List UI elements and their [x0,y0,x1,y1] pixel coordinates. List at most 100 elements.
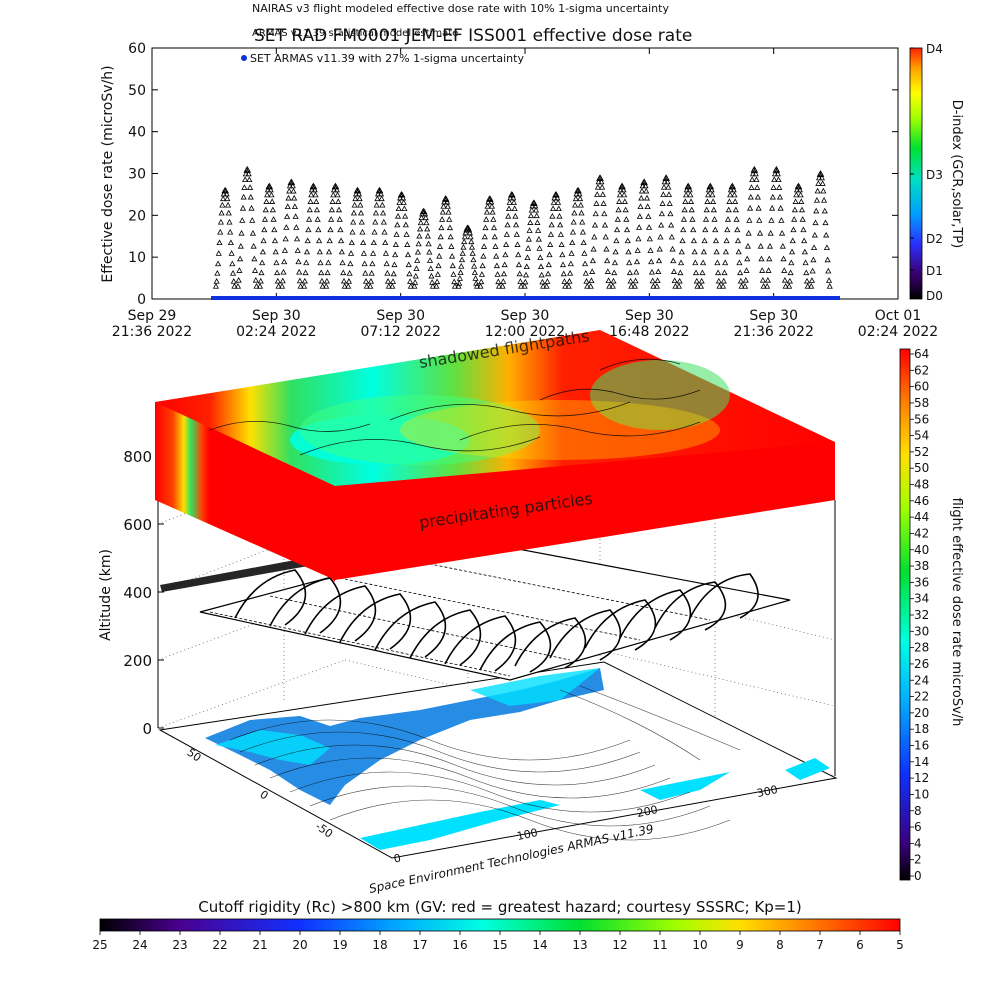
dose-marker [584,283,591,289]
dose-marker [501,261,508,268]
dose-marker [626,259,633,266]
dose-marker [317,259,324,266]
x-tick-label-date: Sep 29 [128,308,177,324]
dose-marker [338,248,345,255]
dose-marker [526,227,533,233]
dose-marker [449,252,456,259]
dose-marker [219,201,226,208]
dose-marker [252,267,259,273]
dose-marker [755,204,762,211]
dose-marker [744,255,751,262]
dose-marker [451,283,459,289]
dose-marker [727,191,734,198]
dose-marker [345,283,352,289]
dose-marker [362,270,369,276]
dose-marker [710,206,717,213]
dose-marker [667,210,674,217]
dose-marker [323,283,330,289]
rc-tick-label: 16 [452,938,467,952]
dose-marker [378,195,385,202]
dose-marker [412,272,419,279]
dose-marker [492,243,499,249]
dose-marker [532,206,540,213]
dose-marker [702,216,710,222]
dose-marker [253,283,260,289]
dose-marker [765,267,772,273]
dose-marker [405,261,412,268]
dose-marker [339,259,346,266]
dose-marker [491,233,498,240]
dose-marker [712,237,720,244]
dose-marker [680,216,688,222]
dose-marker [396,199,403,205]
dose-marker [515,251,522,258]
dose-marker [647,247,654,253]
legend-armas-model: ARMAS v11.39 statistical model estimate [252,28,458,39]
dose-marker [654,277,661,284]
dose-marker [394,212,402,219]
dose-marker [371,228,378,235]
dose-marker [811,244,818,251]
dose-tick-label: 54 [914,429,929,443]
dose-marker [462,229,469,236]
dose-tick-label: 22 [914,690,929,704]
dose-marker [657,233,664,240]
dose-marker [372,209,380,216]
rc-tick-label: 14 [532,938,547,952]
dose-marker [439,216,446,222]
dose-marker [449,262,456,269]
dose-marker [779,242,786,249]
dose-marker [626,269,633,276]
dose-marker [214,260,222,267]
dose-marker [282,235,289,242]
dose-marker [296,268,303,275]
dose-marker [212,283,220,289]
dose-marker [337,226,344,233]
dose-marker [516,270,523,277]
dose-tick-label: 12 [914,771,929,785]
dose-marker [632,277,639,284]
dose-marker [808,277,816,283]
dose-marker [436,243,444,249]
dose-marker [715,277,722,284]
dose-marker [668,221,675,228]
dose-marker [579,218,586,225]
dose-marker [814,187,821,194]
dose-marker [593,200,600,206]
dose-marker [350,218,357,225]
dose-marker [413,265,420,272]
dose-marker [330,191,337,198]
dose-marker [315,226,322,233]
dose-marker [787,269,794,276]
dose-marker [479,262,486,269]
y-tick-label: 0 [137,292,146,308]
dose-marker [562,283,569,289]
dose-marker [633,258,641,265]
dose-marker [730,186,737,193]
dose-marker [528,206,535,213]
dose-marker [313,206,321,213]
dose-marker [536,245,543,251]
dose-marker [356,195,363,202]
dose-marker [363,283,370,289]
dose-marker [778,217,785,223]
dose-marker [426,248,433,255]
dose-marker [678,259,685,266]
dose-marker [517,278,524,284]
dindex-colorbar: D4 D3 D2 D1 D0 D-index (GCR,solar,TP) [909,42,964,303]
dose-marker [505,205,513,212]
dose-marker [429,283,436,289]
dose-marker [569,239,576,246]
dose-marker [316,248,323,255]
dose-marker [614,216,621,222]
dose-marker [588,277,595,284]
dose-marker [406,270,413,277]
dose-marker [689,216,696,222]
dose-marker [753,176,760,183]
dose-marker [566,278,573,284]
dose-marker [423,219,430,226]
dose-marker [325,248,333,255]
dose-tick-label: 32 [914,608,929,622]
dose-marker [469,250,476,256]
dose-marker [746,217,753,223]
